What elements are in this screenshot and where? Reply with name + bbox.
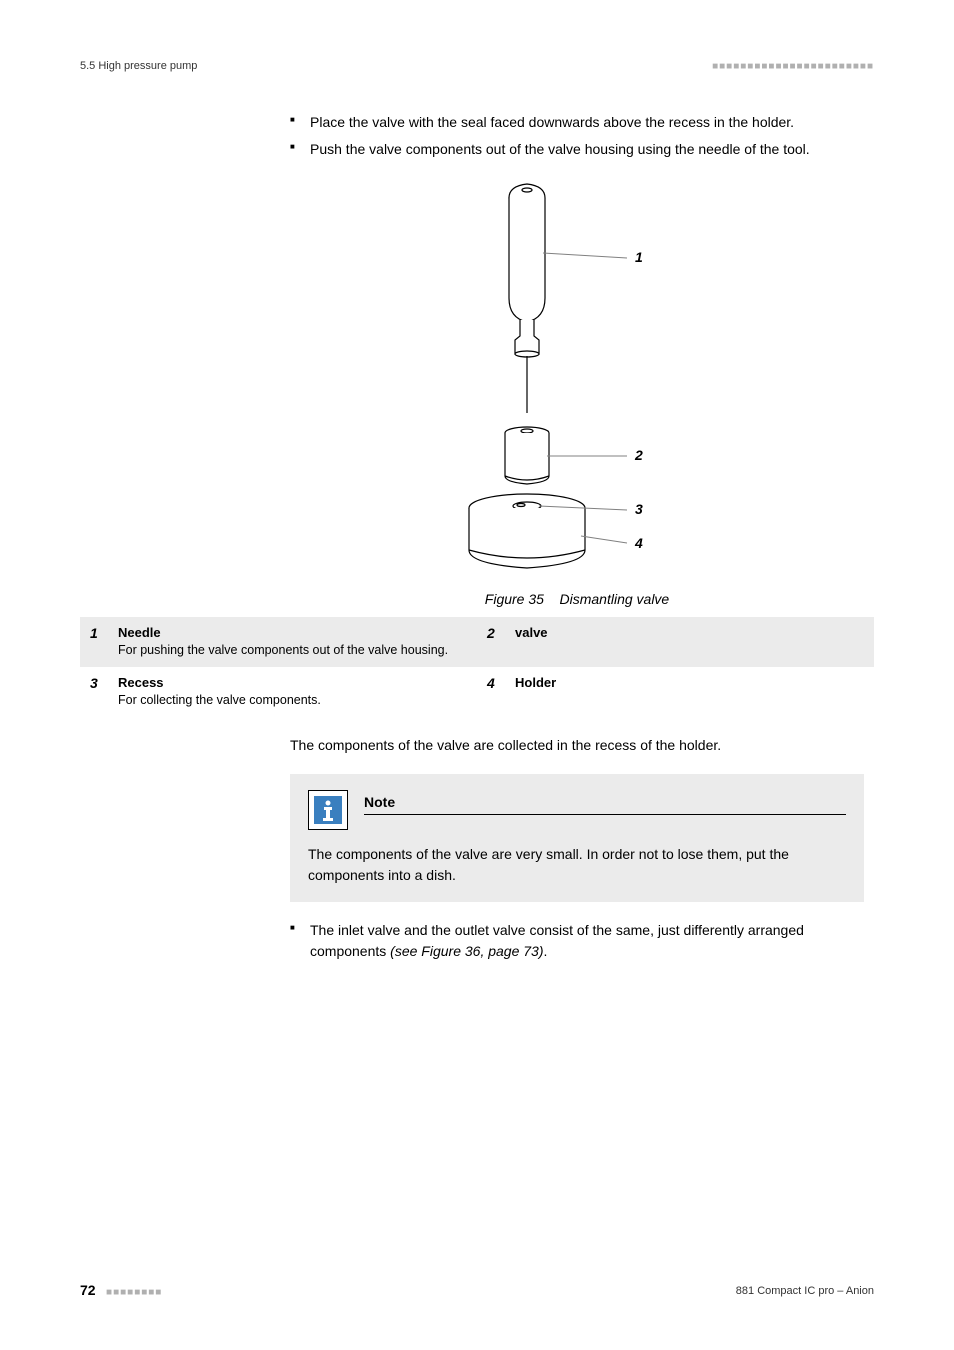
figure-label-2: 2 — [634, 447, 643, 463]
note-text: The components of the valve are very sma… — [308, 844, 846, 886]
instruction-list: Place the valve with the seal faced down… — [290, 112, 864, 160]
content-column: The components of the valve are collecte… — [290, 735, 864, 962]
legend-cell: 2 valve — [477, 617, 874, 667]
legend-num: 1 — [90, 625, 118, 659]
figure-number: Figure 35 — [485, 591, 544, 607]
page: 5.5 High pressure pump ■■■■■■■■■■■■■■■■■… — [0, 0, 954, 1350]
instruction-item: The inlet valve and the outlet valve con… — [290, 920, 864, 962]
content-column: Place the valve with the seal faced down… — [290, 112, 864, 607]
paragraph: The components of the valve are collecte… — [290, 735, 864, 756]
legend-title: Needle — [118, 625, 467, 640]
instruction-text: . — [544, 943, 548, 959]
legend-num: 2 — [487, 625, 515, 659]
figure-title: Dismantling valve — [560, 591, 670, 607]
legend-cell: 4 Holder — [477, 667, 874, 717]
legend-cell: 1 Needle For pushing the valve component… — [80, 617, 477, 667]
figure: 1 2 3 4 — [290, 178, 864, 583]
page-footer: 72 ■■■■■■■■ 881 Compact IC pro – Anion — [80, 1282, 874, 1300]
note-header: Note — [308, 790, 846, 830]
legend-desc: For pushing the valve components out of … — [118, 642, 467, 659]
figure-label-4: 4 — [634, 535, 643, 551]
legend-num: 4 — [487, 675, 515, 709]
footer-dots: ■■■■■■■■ — [106, 1287, 162, 1298]
figure-label-3: 3 — [635, 501, 643, 517]
legend-title: Holder — [515, 675, 864, 690]
page-number: 72 — [80, 1282, 96, 1298]
legend-title: valve — [515, 625, 864, 640]
legend-body: valve — [515, 625, 864, 659]
header-section: 5.5 High pressure pump — [80, 60, 197, 72]
legend-row: 3 Recess For collecting the valve compon… — [80, 667, 874, 717]
legend-cell: 3 Recess For collecting the valve compon… — [80, 667, 477, 717]
footer-doc: 881 Compact IC pro – Anion — [736, 1285, 874, 1297]
page-header: 5.5 High pressure pump ■■■■■■■■■■■■■■■■■… — [80, 60, 874, 72]
figure-caption: Figure 35 Dismantling valve — [290, 591, 864, 607]
legend-body: Recess For collecting the valve componen… — [118, 675, 467, 709]
instruction-text: The inlet valve and the outlet valve con… — [310, 922, 804, 959]
instruction-item: Place the valve with the seal faced down… — [290, 112, 864, 133]
cross-reference: (see Figure 36, page 73) — [390, 943, 543, 959]
legend-desc: For collecting the valve components. — [118, 692, 467, 709]
legend-body: Needle For pushing the valve components … — [118, 625, 467, 659]
valve-diagram: 1 2 3 4 — [447, 178, 707, 578]
instruction-item: Push the valve components out of the val… — [290, 139, 864, 160]
footer-left: 72 ■■■■■■■■ — [80, 1282, 162, 1300]
note-box: Note The components of the valve are ver… — [290, 774, 864, 902]
note-title: Note — [364, 794, 846, 815]
figure-label-1: 1 — [635, 249, 643, 265]
info-icon — [308, 790, 348, 830]
instruction-list: The inlet valve and the outlet valve con… — [290, 920, 864, 962]
figure-legend: 1 Needle For pushing the valve component… — [80, 617, 874, 717]
note-title-wrap: Note — [364, 790, 846, 815]
legend-num: 3 — [90, 675, 118, 709]
legend-body: Holder — [515, 675, 864, 709]
legend-title: Recess — [118, 675, 467, 690]
legend-row: 1 Needle For pushing the valve component… — [80, 617, 874, 667]
header-dots: ■■■■■■■■■■■■■■■■■■■■■■■ — [712, 61, 874, 72]
